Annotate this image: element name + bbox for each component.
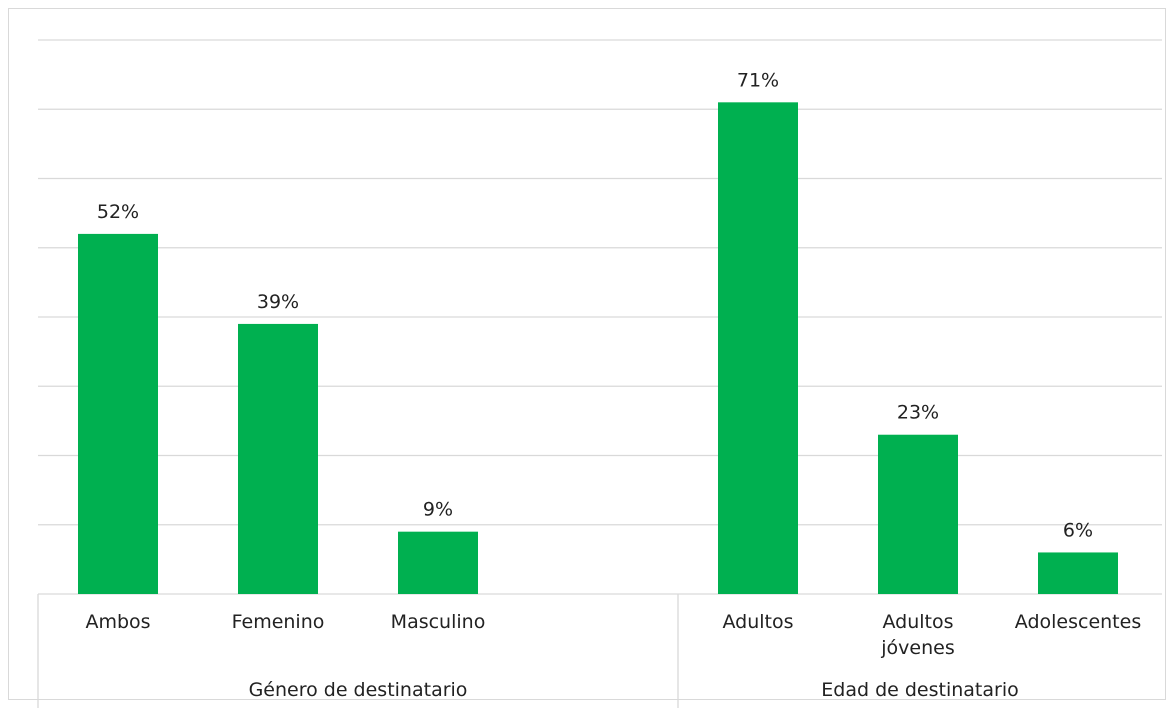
data-label: 9% [423, 499, 453, 521]
category-label: Adolescentes [1015, 611, 1141, 633]
bar [878, 434, 958, 594]
data-label: 23% [897, 402, 939, 424]
bar [238, 323, 318, 594]
bar [1038, 552, 1118, 594]
category-label: Adultos [722, 611, 793, 633]
chart-frame [8, 8, 1166, 700]
bar [718, 102, 798, 594]
data-label: 39% [257, 291, 299, 313]
data-label: 6% [1063, 519, 1093, 541]
category-label: jóvenes [880, 637, 954, 659]
data-label: 71% [737, 69, 779, 91]
category-label: Masculino [391, 611, 486, 633]
category-label: Ambos [85, 611, 150, 633]
category-label: Adultos [882, 611, 953, 633]
bar [398, 531, 478, 594]
data-label: 52% [97, 201, 139, 223]
group-label: Edad de destinatario [821, 679, 1018, 701]
category-label: Femenino [232, 611, 325, 633]
bar [78, 233, 158, 594]
group-label: Género de destinatario [249, 679, 468, 701]
